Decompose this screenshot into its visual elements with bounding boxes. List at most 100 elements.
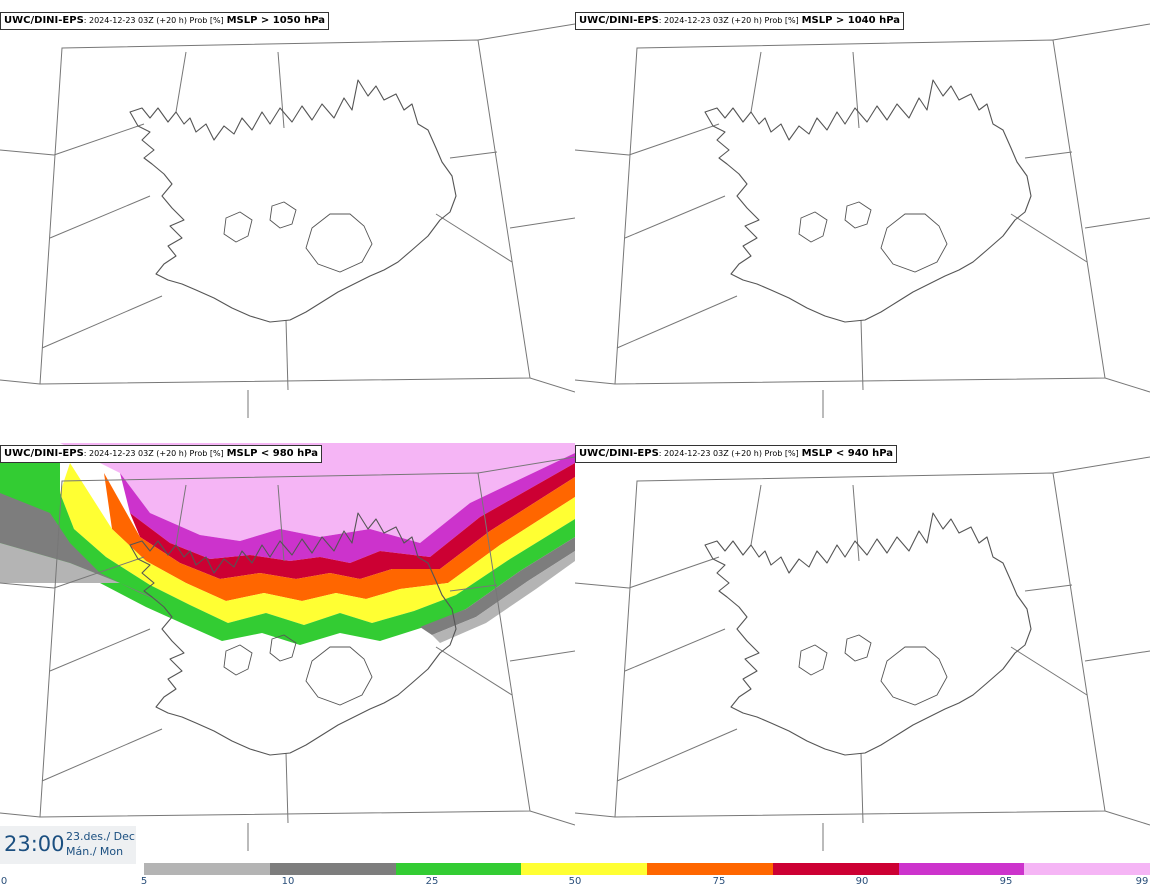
grid-line [628, 123, 720, 156]
grid-line [624, 628, 726, 672]
probability-band [0, 463, 575, 645]
grid-line [860, 319, 864, 391]
field-name: MSLP < 980 hPa [226, 448, 319, 459]
colorbar-tick-label: 95 [999, 876, 1013, 887]
panel-title: UWC/DINI-EPS: 2024-12-23 03Z (+20 h) Pro… [575, 12, 904, 30]
grid-line [477, 456, 575, 474]
probability-band [60, 463, 575, 625]
colorbar-tick-label: 50 [568, 876, 582, 887]
iceland-coastline [704, 79, 1032, 323]
map-panel-980: UWC/DINI-EPS: 2024-12-23 03Z (+20 h) Pro… [0, 433, 575, 851]
glacier-outlines [798, 634, 948, 706]
map-panel-940: UWC/DINI-EPS: 2024-12-23 03Z (+20 h) Pro… [575, 433, 1150, 851]
field-name: MSLP < 940 hPa [801, 448, 894, 459]
run-meta: : 2024-12-23 03Z (+20 h) Prob [%] [658, 449, 799, 458]
colorbar-tick-label: 10 [281, 876, 295, 887]
iceland-map [575, 456, 1150, 851]
grid-line [614, 39, 1106, 385]
probability-band [130, 463, 575, 579]
glacier-outlines [798, 201, 948, 273]
colorbar-tick-label: 90 [855, 876, 869, 887]
grid-line [53, 123, 145, 156]
glacier-outlines [223, 634, 373, 706]
grid-line [1024, 584, 1073, 592]
colorbar-segment [144, 863, 270, 875]
grid-lines [575, 456, 1150, 851]
glacier-outline [798, 644, 828, 676]
probability-band [60, 443, 575, 543]
grid-line [852, 51, 860, 129]
grid-lines [0, 23, 575, 418]
grid-line [1084, 217, 1150, 229]
grid-line [175, 484, 187, 546]
model-name: UWC/DINI-EPS [4, 15, 84, 26]
grid-line [41, 728, 163, 782]
colorbar-segment [647, 863, 773, 875]
probability-band [104, 473, 575, 601]
grid-line [477, 23, 575, 41]
glacier-outline [880, 646, 948, 706]
panel-title: UWC/DINI-EPS: 2024-12-23 03Z (+20 h) Pro… [575, 445, 898, 463]
colorbar-segment [395, 863, 522, 875]
probability-field [0, 443, 575, 645]
glacier-outline [269, 634, 297, 662]
grid-line [0, 149, 55, 156]
grid-line [285, 752, 289, 824]
glacier-outline [223, 644, 253, 676]
grid-line [624, 195, 726, 239]
iceland-coastline [129, 79, 457, 323]
iceland-map [0, 443, 575, 851]
glacier-outline [844, 201, 872, 229]
grid-line [616, 728, 738, 782]
grid-line [614, 472, 1106, 818]
colorbar-segment [898, 863, 1025, 875]
grid-line [509, 650, 575, 662]
grid-lines [0, 456, 575, 851]
grid-line [1052, 456, 1150, 474]
grid-line [628, 556, 720, 589]
grid-lines [575, 23, 1150, 418]
grid-line [575, 379, 616, 385]
colorbar-tick-label: 5 [140, 876, 148, 887]
grid-line [0, 379, 41, 385]
field-name: MSLP > 1040 hPa [801, 15, 900, 26]
grid-line [575, 812, 616, 818]
glacier-outlines [223, 201, 373, 273]
model-name: UWC/DINI-EPS [579, 15, 659, 26]
grid-line [49, 195, 151, 239]
colorbar-tick-label: 25 [425, 876, 439, 887]
colorbar-tick-label: 0 [0, 876, 8, 887]
run-meta: : 2024-12-23 03Z (+20 h) Prob [%] [83, 16, 224, 25]
glacier-outline [844, 634, 872, 662]
glacier-outline [269, 201, 297, 229]
grid-line [852, 484, 860, 562]
grid-line [860, 752, 864, 824]
glacier-outline [305, 213, 373, 273]
colorbar-segment [521, 863, 647, 875]
map-panel-1050: UWC/DINI-EPS: 2024-12-23 03Z (+20 h) Pro… [0, 0, 575, 418]
grid-line [575, 582, 630, 589]
grid-line [750, 51, 762, 113]
iceland-map [0, 23, 575, 418]
iceland-coastline [129, 512, 457, 756]
colorbar-segment [1024, 863, 1150, 875]
grid-line [1010, 213, 1088, 263]
grid-line [435, 213, 513, 263]
grid-line [529, 377, 575, 393]
valid-day: Mán./ Mon [66, 845, 124, 858]
valid-date: 23.des./ Dec [66, 830, 135, 843]
grid-line [0, 812, 41, 818]
grid-line [435, 646, 513, 696]
panel-title: UWC/DINI-EPS: 2024-12-23 03Z (+20 h) Pro… [0, 12, 329, 30]
grid-line [1052, 23, 1150, 41]
grid-line [509, 217, 575, 229]
probability-colorbar [144, 863, 1150, 875]
grid-line [285, 319, 289, 391]
grid-line [41, 295, 163, 349]
panel-title: UWC/DINI-EPS: 2024-12-23 03Z (+20 h) Pro… [0, 445, 323, 463]
run-meta: : 2024-12-23 03Z (+20 h) Prob [%] [658, 16, 799, 25]
colorbar-segment [269, 863, 396, 875]
valid-time: 23:00 [4, 832, 65, 856]
grid-line [1104, 377, 1150, 393]
probability-band [120, 453, 575, 563]
